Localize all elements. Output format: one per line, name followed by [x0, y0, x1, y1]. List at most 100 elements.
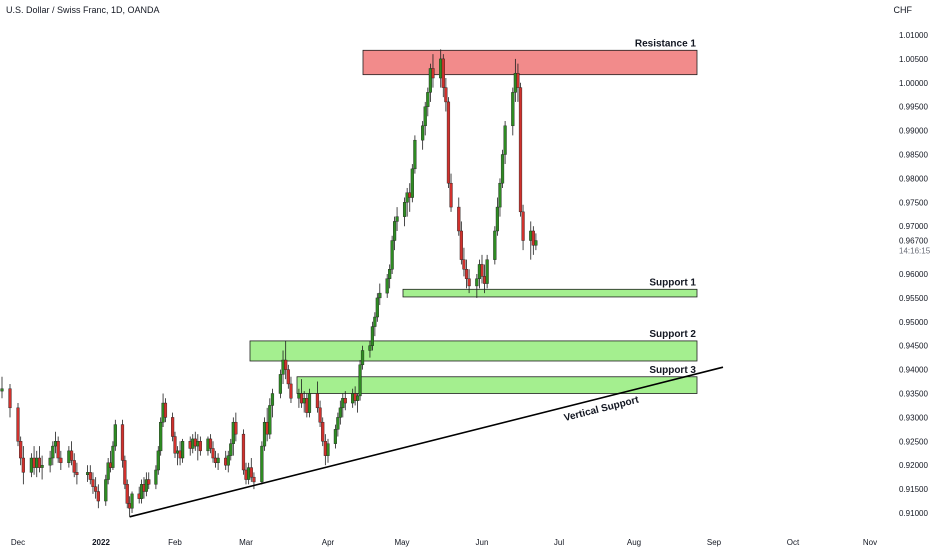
candle-body [516, 73, 520, 88]
candle-body [307, 393, 312, 413]
last-price-label: 0.96700 [899, 237, 928, 246]
support-2-zone[interactable] [249, 340, 698, 362]
candle-body [356, 395, 360, 401]
resistance-1-label: Resistance 1 [635, 38, 697, 49]
vertical-support-label: Vertical Support [563, 394, 641, 424]
candle-body [19, 441, 23, 459]
price-tick-label: 0.99000 [899, 127, 928, 136]
candle-body [423, 106, 427, 127]
candle [86, 465, 90, 482]
time-axis[interactable]: Dec 2022 Feb Mar Apr May Jun Jul Aug Sep Oct Nov [11, 538, 877, 547]
time-tick-label: Feb [168, 538, 182, 547]
candle [198, 436, 202, 456]
candle [449, 173, 453, 212]
candle-body [265, 421, 269, 435]
candle [216, 453, 220, 470]
resistance-1-zone[interactable] [362, 49, 698, 76]
candle-body [51, 445, 55, 459]
vertical-support-trendline[interactable] [129, 366, 724, 518]
price-tick-label: 0.94000 [899, 366, 928, 375]
candle [302, 391, 306, 413]
candle-body [511, 92, 515, 127]
candle-body [299, 393, 304, 404]
candle-body [8, 388, 12, 409]
candle-body [53, 441, 58, 447]
bar-countdown-label: 14:16:15 [899, 247, 931, 256]
candle-body [88, 472, 92, 480]
candle-body [360, 350, 365, 366]
candle-body [154, 469, 158, 485]
time-tick-label: Jun [476, 538, 489, 547]
time-tick-label: Apr [322, 538, 335, 547]
candle-body [338, 407, 342, 418]
candle-body [297, 393, 301, 399]
candle [270, 388, 275, 418]
candle-body [94, 486, 98, 492]
time-tick-label: Nov [863, 538, 877, 547]
support-3-zone[interactable] [296, 376, 698, 394]
candle [531, 226, 535, 255]
time-tick-label: Oct [787, 538, 800, 547]
price-tick-label: 0.93500 [899, 390, 928, 399]
candle [289, 376, 293, 404]
candle-body [29, 457, 33, 473]
price-tick-label: 0.96000 [899, 270, 928, 279]
candle-body [431, 68, 435, 79]
candle-body [72, 460, 76, 473]
candle-body [302, 398, 306, 404]
candle-body [130, 493, 134, 509]
candle-body [67, 450, 71, 464]
candle-body [370, 326, 374, 346]
candle [475, 274, 479, 298]
candle [94, 477, 98, 499]
candle-body [173, 436, 177, 454]
candle-body [281, 359, 285, 375]
candle [56, 436, 60, 463]
candle [91, 472, 95, 494]
candle-body [113, 424, 117, 447]
price-tick-label: 1.00500 [899, 55, 928, 64]
candle-body [385, 278, 389, 294]
candle-body [252, 476, 256, 483]
candle [226, 450, 230, 473]
candle-body [402, 202, 407, 217]
candle [516, 63, 520, 102]
candle [48, 450, 52, 473]
candle [323, 434, 327, 466]
candle [72, 453, 76, 478]
candle-body [104, 479, 108, 502]
candle-body [390, 240, 394, 270]
candle-body [48, 457, 52, 466]
candle-body [278, 374, 282, 394]
candle [493, 226, 497, 265]
candle [229, 438, 233, 461]
candle [249, 458, 253, 482]
candle [385, 274, 389, 298]
candle-body [96, 491, 100, 502]
candle-body [86, 472, 90, 475]
candle [318, 400, 322, 427]
candle [356, 393, 360, 413]
candle-body [449, 182, 453, 208]
candle [156, 446, 160, 475]
candle [441, 54, 445, 98]
support-1-zone[interactable] [402, 288, 698, 298]
candle-body [467, 278, 471, 287]
candle-body [120, 424, 125, 461]
candle-body [518, 87, 523, 213]
candle-body [336, 417, 340, 430]
candle-body [111, 445, 115, 468]
candle [388, 264, 392, 289]
candle-body [244, 469, 248, 480]
candle-body [315, 393, 320, 409]
candle-body [343, 398, 347, 404]
candle [234, 412, 238, 442]
candle [423, 101, 427, 136]
candle [370, 321, 374, 351]
candle-body [426, 92, 430, 107]
price-tick-label: 0.92000 [899, 461, 928, 470]
price-axis[interactable]: 1.01000 1.00500 1.00000 0.99500 0.99000 0.985… [899, 31, 931, 518]
candle-body [171, 417, 175, 437]
candle-body [156, 450, 160, 471]
